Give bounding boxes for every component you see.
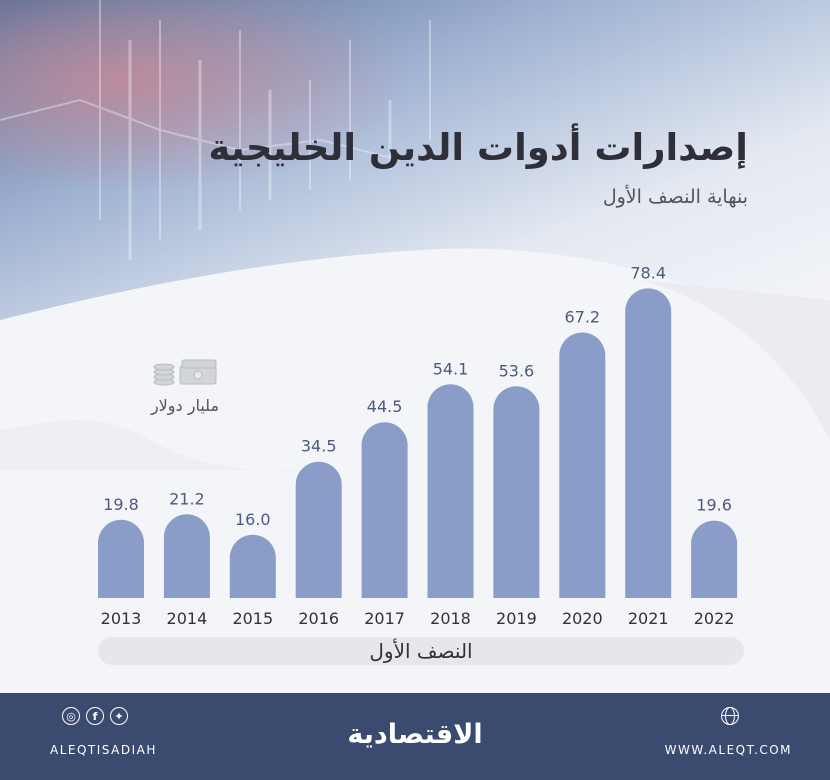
value-label-2019: 53.6 — [499, 361, 535, 380]
bar-2014 — [163, 514, 210, 598]
bar-2015 — [229, 534, 276, 598]
x-tick-2014: 2014 — [167, 609, 208, 628]
bar-2020 — [559, 332, 606, 598]
value-label-2021: 78.4 — [630, 263, 666, 282]
chart-subtitle: بنهاية النصف الأول — [602, 186, 748, 208]
value-label-2020: 67.2 — [564, 308, 600, 327]
footer: ◎ f ✦ ALEQTISADIAH الاقتصادية WWW.ALEQT.… — [0, 693, 830, 780]
x-tick-2019: 2019 — [496, 609, 537, 628]
twitter-icon[interactable]: ✦ — [110, 707, 128, 725]
value-label-2017: 44.5 — [367, 397, 403, 416]
value-label-2013: 19.8 — [103, 495, 139, 514]
value-label-2015: 16.0 — [235, 510, 271, 529]
period-pill: النصف الأول — [98, 637, 744, 665]
x-tick-2018: 2018 — [430, 609, 471, 628]
social-links: ◎ f ✦ — [62, 707, 128, 725]
bar-2013 — [98, 519, 144, 598]
bar-2019 — [493, 386, 540, 598]
x-tick-2020: 2020 — [562, 609, 603, 628]
value-label-2016: 34.5 — [301, 437, 337, 456]
unit-block: مليار دولار — [140, 352, 230, 415]
x-tick-2013: 2013 — [101, 609, 142, 628]
x-tick-2022: 2022 — [694, 609, 735, 628]
x-tick-2021: 2021 — [628, 609, 669, 628]
social-handle[interactable]: ALEQTISADIAH — [50, 743, 157, 757]
brand-logo: الاقتصادية — [347, 719, 483, 750]
website-link[interactable]: WWW.ALEQT.COM — [664, 743, 792, 757]
bar-chart: 19.8 2013 21.2 2014 16.0 2015 34.5 2016 44.5 2017… — [98, 263, 738, 628]
bar-2018 — [427, 384, 474, 598]
unit-label: مليار دولار — [150, 396, 220, 415]
bar-2022 — [691, 520, 738, 598]
bar-2021 — [625, 288, 672, 598]
facebook-icon[interactable]: f — [86, 707, 104, 725]
globe-icon — [720, 706, 739, 725]
instagram-icon[interactable]: ◎ — [62, 707, 80, 725]
value-label-2022: 19.6 — [696, 496, 732, 515]
chart-title: إصدارات أدوات الدين الخليجية — [208, 126, 748, 169]
x-tick-2015: 2015 — [232, 609, 273, 628]
x-tick-2017: 2017 — [364, 609, 405, 628]
x-tick-2016: 2016 — [298, 609, 339, 628]
x-axis-label: النصف الأول — [369, 639, 473, 663]
bar-2017 — [361, 422, 408, 598]
value-label-2014: 21.2 — [169, 489, 205, 508]
money-stack-icon — [153, 359, 217, 386]
bar-2016 — [295, 461, 342, 598]
value-label-2018: 54.1 — [433, 359, 469, 378]
